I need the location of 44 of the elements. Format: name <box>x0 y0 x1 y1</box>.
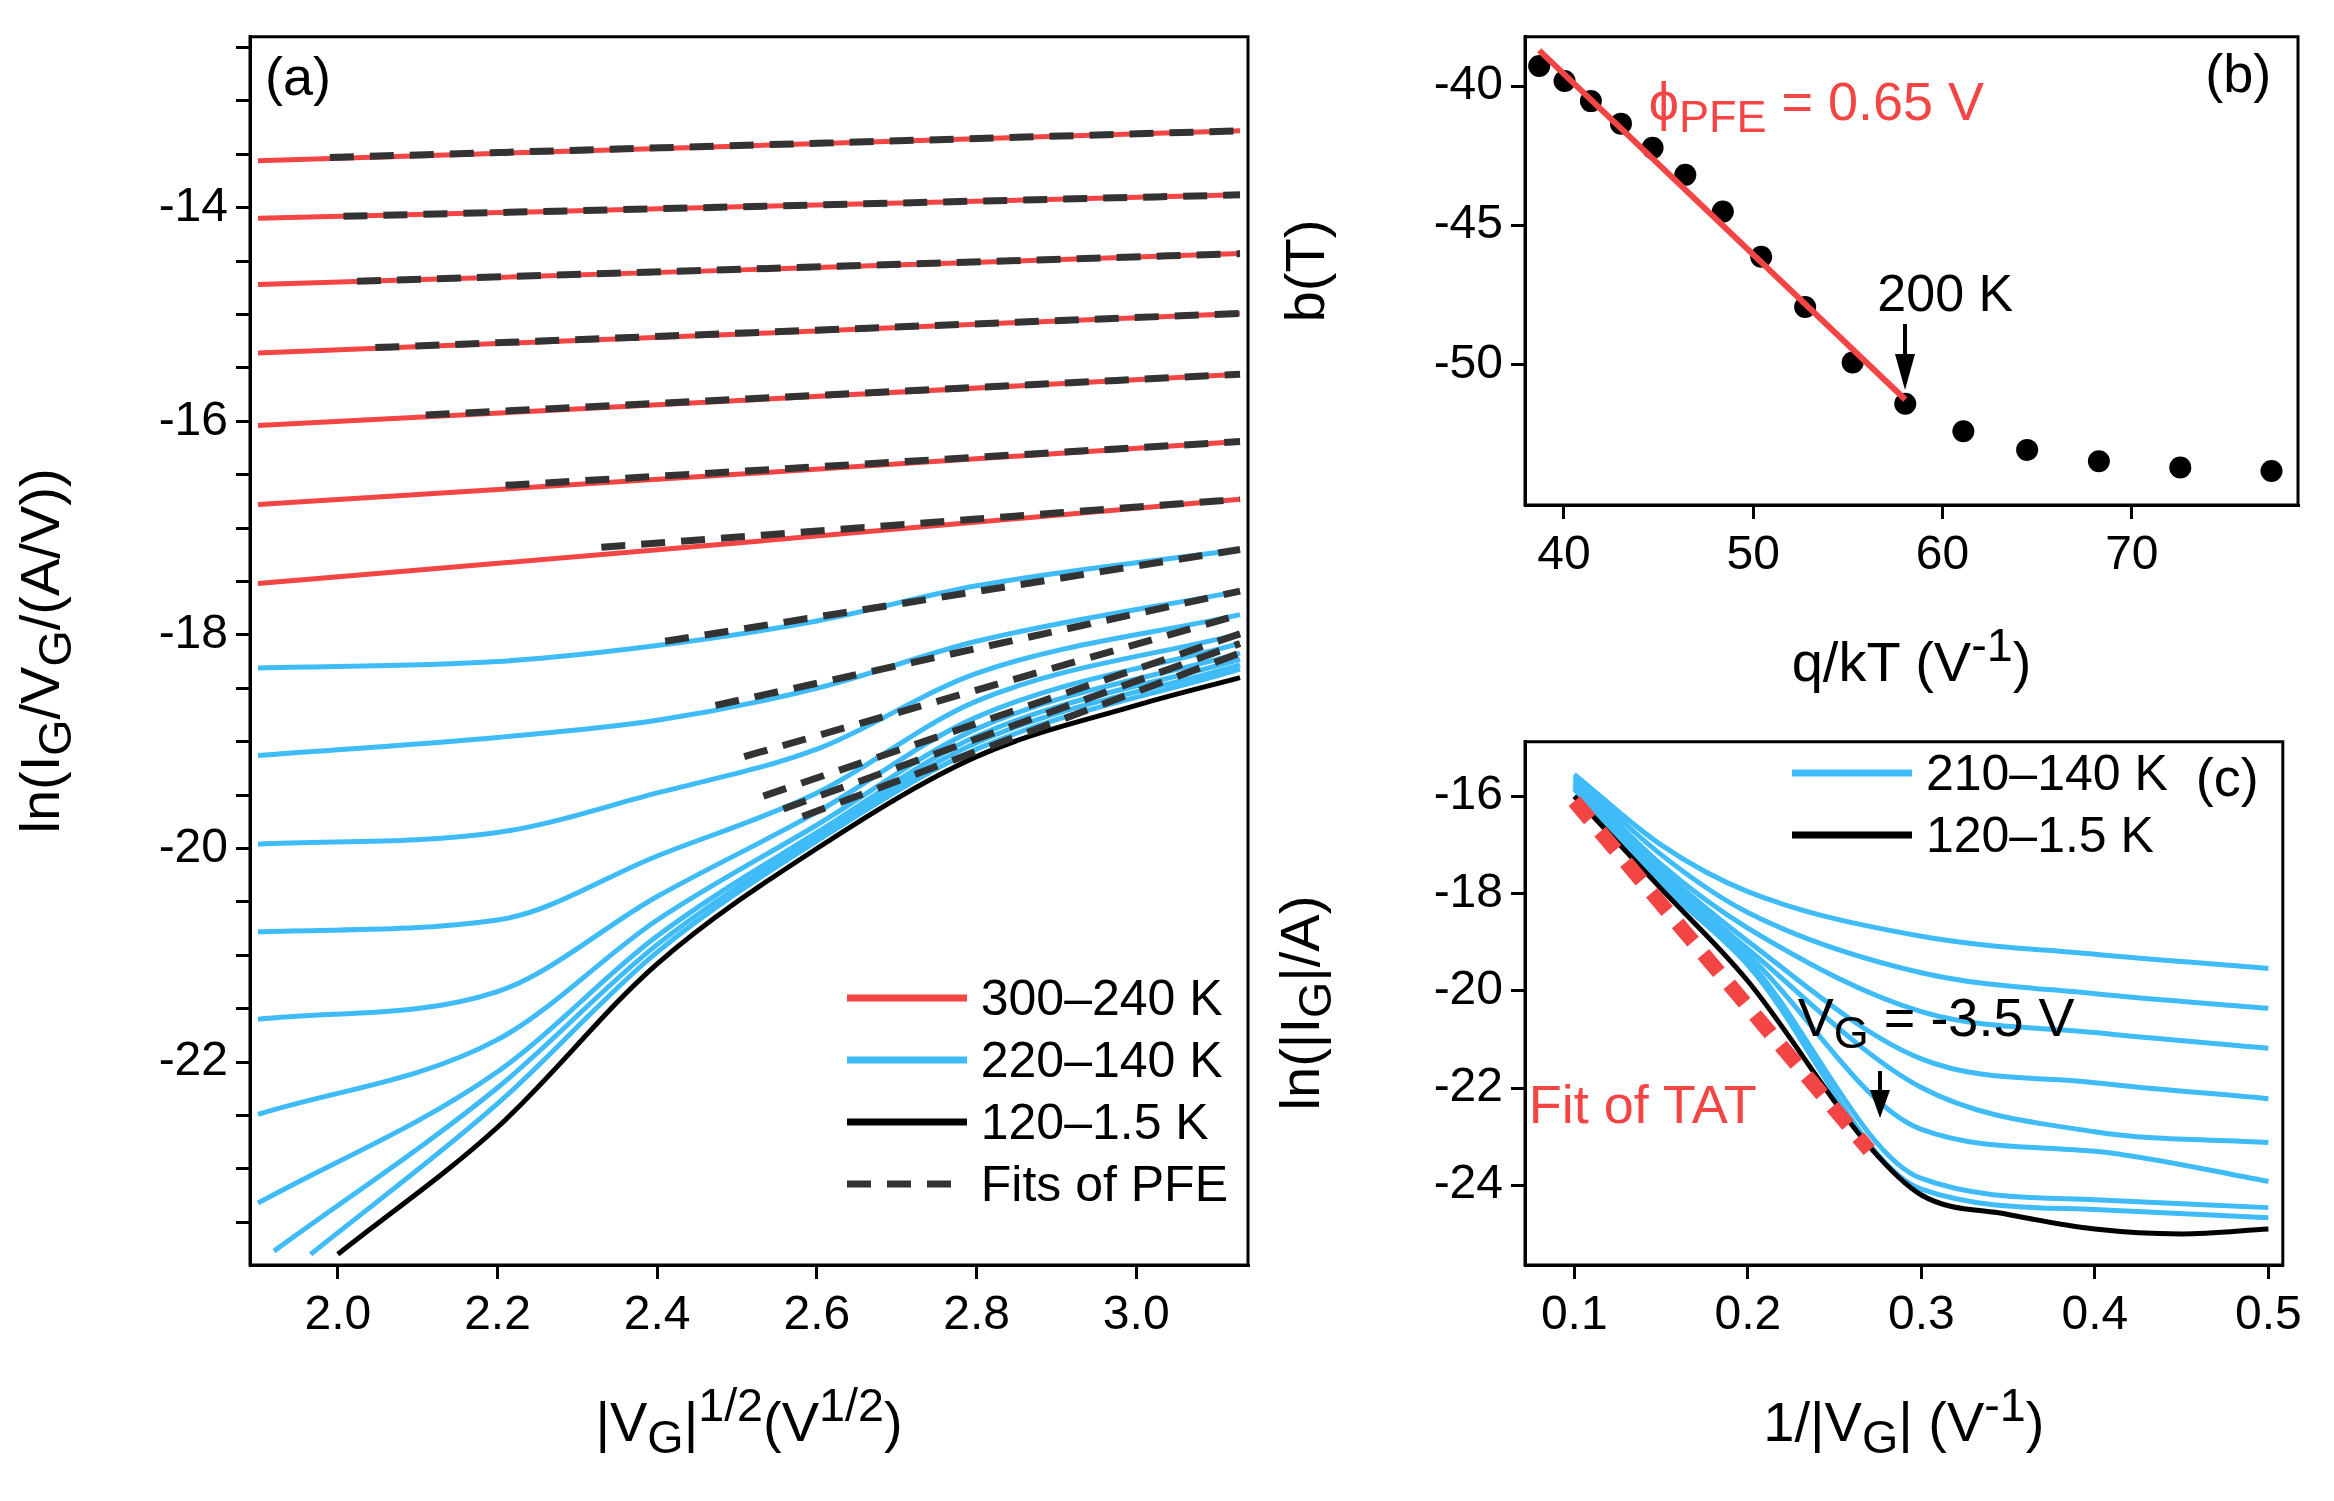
x-tick-label: 2.6 <box>783 1286 851 1340</box>
x-axis-title: |V$_{G}$|$^{1/2}$(V$^{1/2}$) <box>595 1379 903 1463</box>
annotation: 200 K <box>1877 263 2014 322</box>
legend-label: 120–1.5 K <box>1925 805 2154 864</box>
y-tick-label: -22 <box>1433 1058 1503 1112</box>
legend-label: 120–1.5 K <box>980 1093 1209 1151</box>
y-tick-label: -20 <box>158 818 228 872</box>
x-tick-label: 40 <box>1537 526 1591 580</box>
x-tick-label: 0.3 <box>1887 1286 1955 1340</box>
y-tick-label: -40 <box>1433 56 1503 110</box>
x-tick-label: 0.1 <box>1540 1286 1608 1340</box>
x-tick-label: 0.5 <box>2235 1286 2302 1340</box>
x-tick-label: 2.8 <box>943 1286 1010 1340</box>
annotation: (b) <box>2205 43 2272 104</box>
y-tick-label: -20 <box>1433 960 1503 1014</box>
annotation: Fit of TAT <box>1528 1073 1757 1134</box>
y-tick-label: -24 <box>1433 1155 1503 1209</box>
y-tick-label: -16 <box>1433 766 1503 820</box>
annotation: (c) <box>2195 746 2259 807</box>
x-tick-label: 0.2 <box>1714 1286 1782 1340</box>
x-tick-label: 50 <box>1726 526 1780 580</box>
legend-label: 220–140 K <box>980 1031 1223 1089</box>
annotation: ϕ$_{PFE}$ = 0.65 V <box>1648 71 1985 143</box>
y-tick-label: -22 <box>158 1032 228 1086</box>
y-tick-label: -18 <box>158 605 228 659</box>
x-tick-label: 60 <box>1915 526 1970 580</box>
y-axis-title: b(T) <box>1273 219 1336 323</box>
legend-label: Fits of PFE <box>980 1155 1228 1213</box>
x-tick-label: 0.4 <box>2061 1286 2129 1340</box>
x-axis-title: q/kT (V$^{-1}$) <box>1791 619 2032 693</box>
x-tick-label: 2.4 <box>623 1286 691 1340</box>
y-tick-label: -50 <box>1433 334 1503 388</box>
x-tick-label: 2.0 <box>304 1286 372 1340</box>
annotation: (a) <box>264 46 331 107</box>
y-tick-label: -16 <box>158 391 228 445</box>
y-tick-label: -14 <box>158 177 228 231</box>
x-axis-title: 1/|V$_{G}$| (V$^{-1}$) <box>1763 1379 2045 1463</box>
y-tick-label: -45 <box>1433 195 1503 249</box>
y-tick-label: -18 <box>1433 863 1503 917</box>
legend-label: 210–140 K <box>1925 743 2168 802</box>
legend-label: 300–240 K <box>980 969 1223 1027</box>
x-tick-label: 2.2 <box>464 1286 531 1340</box>
x-tick-label: 70 <box>2105 526 2159 580</box>
x-tick-label: 3.0 <box>1102 1286 1170 1340</box>
